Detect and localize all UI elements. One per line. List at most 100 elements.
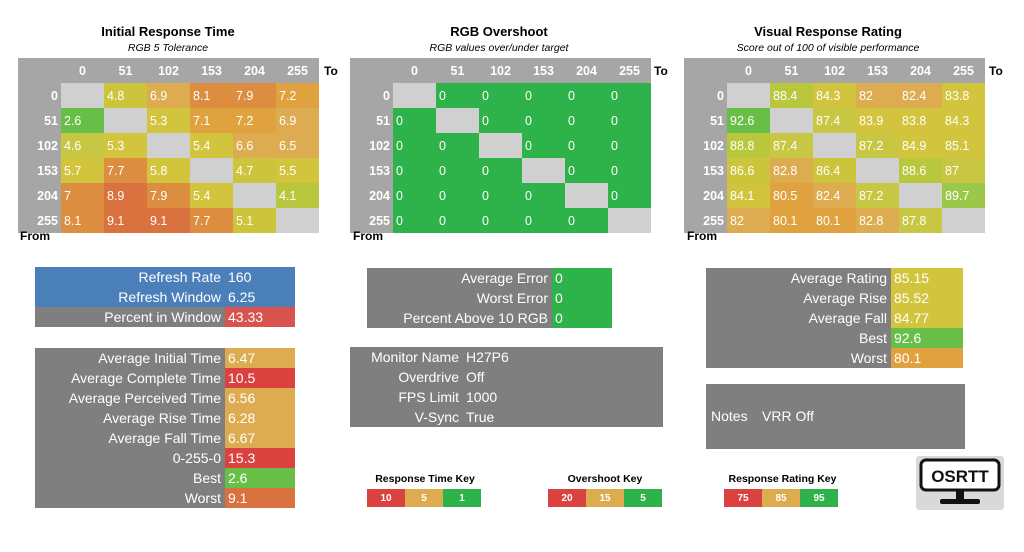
- key-swatch: 20: [548, 489, 586, 507]
- heatmap-3-to-label: To: [989, 64, 1003, 78]
- stat-row: Average Perceived Time 6.56: [35, 388, 295, 408]
- heatmap-cell: 0: [522, 183, 565, 208]
- stat-row: Best 2.6: [35, 468, 295, 488]
- stat-row: Percent in Window 43.33: [35, 307, 295, 327]
- row-header: 102: [350, 133, 393, 158]
- heatmap-cell: 82: [856, 83, 899, 108]
- response-rating-key-title: Response Rating Key: [728, 473, 837, 485]
- row-header: 51: [684, 108, 727, 133]
- stat-value: 6.56: [225, 388, 295, 408]
- heatmap-3-from-label: From: [687, 229, 717, 243]
- column-header: 204: [233, 58, 276, 83]
- stat-label: Worst Error: [367, 288, 552, 308]
- heatmap-cell: 88.8: [727, 133, 770, 158]
- stat-label: Average Fall: [706, 308, 891, 328]
- heatmap-cell: 82.8: [856, 208, 899, 233]
- key-swatch: 5: [405, 489, 443, 507]
- heatmap-2-subtitle: RGB values over/under target: [429, 42, 569, 54]
- stat-label: Average Rise: [706, 288, 891, 308]
- heatmap-cell: [565, 183, 608, 208]
- stat-value: 0: [552, 268, 612, 288]
- column-header: 51: [770, 58, 813, 83]
- stat-row: Worst 80.1: [706, 348, 963, 368]
- heatmap-cell: 80.5: [770, 183, 813, 208]
- stat-row: 0-255-0 15.3: [35, 448, 295, 468]
- column-header: 102: [813, 58, 856, 83]
- heatmap-cell: 87.2: [856, 133, 899, 158]
- heatmap-cell: [147, 133, 190, 158]
- heatmap-2-from-label: From: [353, 229, 383, 243]
- response-time-key: 10 5 1: [367, 489, 481, 507]
- heatmap-cell: [608, 208, 651, 233]
- stat-value: 2.6: [225, 468, 295, 488]
- heatmap-cell: 0: [479, 208, 522, 233]
- heatmap-cell: 0: [436, 208, 479, 233]
- heatmap-cell: 0: [565, 133, 608, 158]
- row-header: 0: [18, 83, 61, 108]
- heatmap-cell: 0: [436, 158, 479, 183]
- stat-value: 6.28: [225, 408, 295, 428]
- column-header: 0: [393, 58, 436, 83]
- heatmap-cell: 0: [393, 158, 436, 183]
- stat-value: 6.25: [225, 287, 295, 307]
- stat-label: Percent in Window: [35, 307, 225, 327]
- stat-label: V-Sync: [414, 409, 459, 425]
- heatmap-cell: 5.7: [61, 158, 104, 183]
- heatmap-cell: 0: [479, 83, 522, 108]
- stat-row: Overdrive Off: [350, 367, 663, 387]
- stat-row: Refresh Rate 160: [35, 267, 295, 287]
- stat-value: 84.77: [891, 308, 963, 328]
- stat-row: FPS Limit 1000: [350, 387, 663, 407]
- heatmap-cell: 7.1: [190, 108, 233, 133]
- heatmap-cell: 9.1: [147, 208, 190, 233]
- stat-value: 1000: [466, 389, 498, 405]
- stat-label: Average Rise Time: [35, 408, 225, 428]
- heatmap-cell: 83.9: [856, 108, 899, 133]
- column-header: 51: [436, 58, 479, 83]
- heatmap-cell: 0: [479, 158, 522, 183]
- rating-stats: Average Rating 85.15 Average Rise 85.52 Aver…: [706, 268, 963, 368]
- stat-row: Average Error 0: [367, 268, 612, 288]
- heatmap-cell: 0: [436, 83, 479, 108]
- heatmap-cell: 6.6: [233, 133, 276, 158]
- row-header: 0: [350, 83, 393, 108]
- heatmap-cell: 6.9: [147, 83, 190, 108]
- stat-row: V-Sync True: [350, 407, 663, 427]
- heatmap-2-to-label: To: [654, 64, 668, 78]
- key-swatch: 15: [586, 489, 624, 507]
- key-swatch: 95: [800, 489, 838, 507]
- heatmap-3: 0 51 102 153 204 255 0 88.4 84.3 82 82.4 83.8 51 92.6…: [684, 58, 985, 233]
- heatmap-cell: 5.8: [147, 158, 190, 183]
- heatmap-cell: 82.4: [899, 83, 942, 108]
- heatmap-2: 0 51 102 153 204 255 0 0 0 0 0 0 51 0 0 0 0 0 102 0 0 0 0 0 153 0…: [350, 58, 651, 233]
- stat-label: Monitor Name: [371, 349, 459, 365]
- stat-row: Percent Above 10 RGB 0: [367, 308, 612, 328]
- heatmap-1-title: Initial Response Time: [101, 24, 235, 39]
- stat-row: Worst 9.1: [35, 488, 295, 508]
- stat-value: 6.47: [225, 348, 295, 368]
- heatmap-1-from-label: From: [20, 229, 50, 243]
- stat-label: Best: [35, 468, 225, 488]
- key-swatch: 5: [624, 489, 662, 507]
- stat-row: Average Fall 84.77: [706, 308, 963, 328]
- heatmap-cell: 86.4: [813, 158, 856, 183]
- stat-label: Average Perceived Time: [35, 388, 225, 408]
- heatmap-cell: 83.8: [899, 108, 942, 133]
- heatmap-cell: 5.4: [190, 133, 233, 158]
- stat-row: Average Rise 85.52: [706, 288, 963, 308]
- heatmap-cell: 87.4: [770, 133, 813, 158]
- heatmap-cell: [727, 83, 770, 108]
- stat-row: Best 92.6: [706, 328, 963, 348]
- heatmap-cell: 5.3: [147, 108, 190, 133]
- monitor-info: Monitor Name H27P6 Overdrive Off FPS Limit 10…: [350, 347, 663, 427]
- stat-value: 85.15: [891, 268, 963, 288]
- heatmap-cell: 82.4: [813, 183, 856, 208]
- row-header: 255: [18, 208, 61, 233]
- column-header: 153: [522, 58, 565, 83]
- osrtt-logo: OSRTT: [916, 456, 1004, 510]
- stat-label: FPS Limit: [398, 389, 459, 405]
- heatmap-cell: 83.8: [942, 83, 985, 108]
- heatmap-1-to-label: To: [324, 64, 338, 78]
- heatmap-cell: 85.1: [942, 133, 985, 158]
- heatmap-cell: 9.1: [104, 208, 147, 233]
